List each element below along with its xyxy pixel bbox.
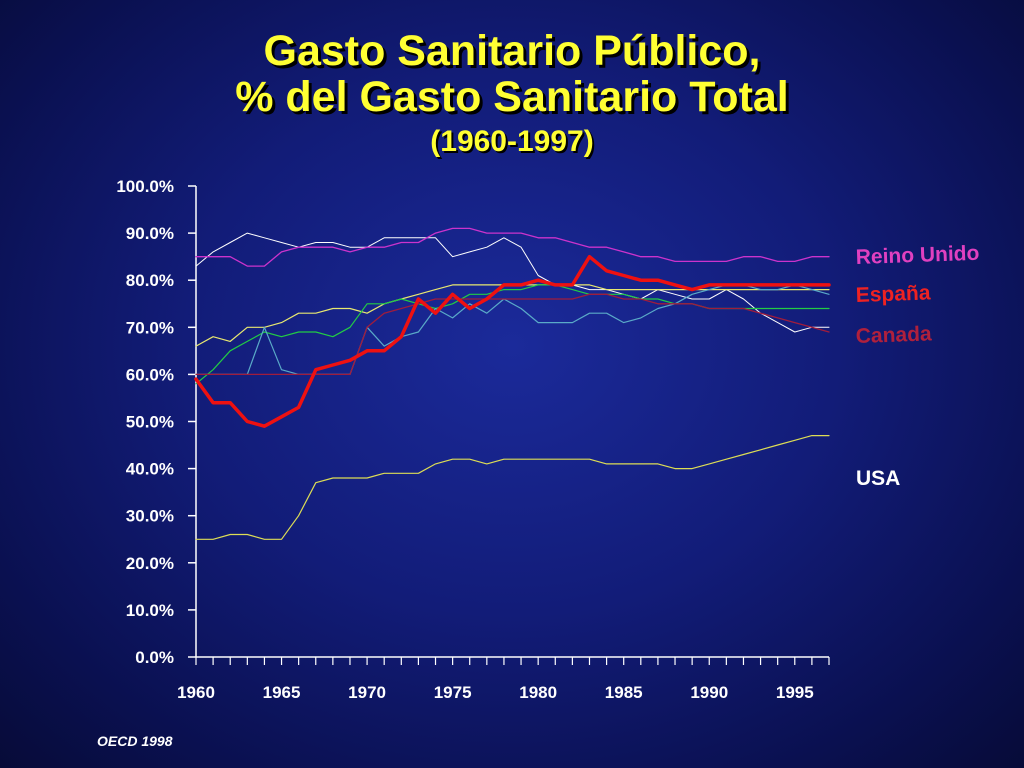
legend-label-usa: USA xyxy=(856,467,900,490)
y-tick-label: 70.0% xyxy=(126,318,174,337)
chart-title: Gasto Sanitario Público, % del Gasto San… xyxy=(0,28,1024,160)
y-tick-label: 80.0% xyxy=(126,271,174,290)
y-tick-label: 10.0% xyxy=(126,601,174,620)
y-tick-label: 40.0% xyxy=(126,460,174,479)
series-line-3 xyxy=(195,284,830,385)
x-tick-label: 1995 xyxy=(776,683,814,702)
series-line-6 xyxy=(195,293,830,376)
y-tick-label: 50.0% xyxy=(126,413,174,432)
x-tick-label: 1980 xyxy=(519,683,557,702)
y-tick-label: 30.0% xyxy=(126,507,174,526)
x-tick-label: 1975 xyxy=(434,683,472,702)
chart-legend: Reino Unido Canada USA España xyxy=(855,242,979,490)
x-tick-label: 1965 xyxy=(263,683,301,702)
x-tick-label: 1990 xyxy=(690,683,728,702)
y-tick-label: 90.0% xyxy=(126,224,174,243)
legend-label-reino-unido: Reino Unido xyxy=(855,242,979,269)
source-note: OECD 1998 xyxy=(97,733,173,749)
chart-subtitle: (1960-1997) xyxy=(430,125,594,158)
series-line-4 xyxy=(195,284,830,375)
legend-label-españa: España xyxy=(855,281,931,307)
series-line-1 xyxy=(195,232,830,333)
y-tick-label: 0.0% xyxy=(135,648,174,667)
series-line-8 xyxy=(194,254,831,428)
y-tick-label: 60.0% xyxy=(126,365,174,384)
chart-series xyxy=(194,227,831,540)
title-line-2: % del Gasto Sanitario Total xyxy=(235,73,789,121)
series-line-7 xyxy=(195,435,830,540)
y-tick-label: 20.0% xyxy=(126,554,174,573)
series-line-5 xyxy=(195,227,830,267)
chart-axes: 0.0% 10.0% 20.0% 30.0% 40.0% 50.0% 60.0% 70.0% 8… xyxy=(116,177,830,702)
title-line-1: Gasto Sanitario Público, xyxy=(263,27,761,75)
x-tick-label: 1985 xyxy=(605,683,643,702)
x-tick-label: 1960 xyxy=(177,683,215,702)
y-tick-label: 100.0% xyxy=(116,177,174,196)
x-tick-label: 1970 xyxy=(348,683,386,702)
legend-label-canada: Canada xyxy=(855,322,932,348)
